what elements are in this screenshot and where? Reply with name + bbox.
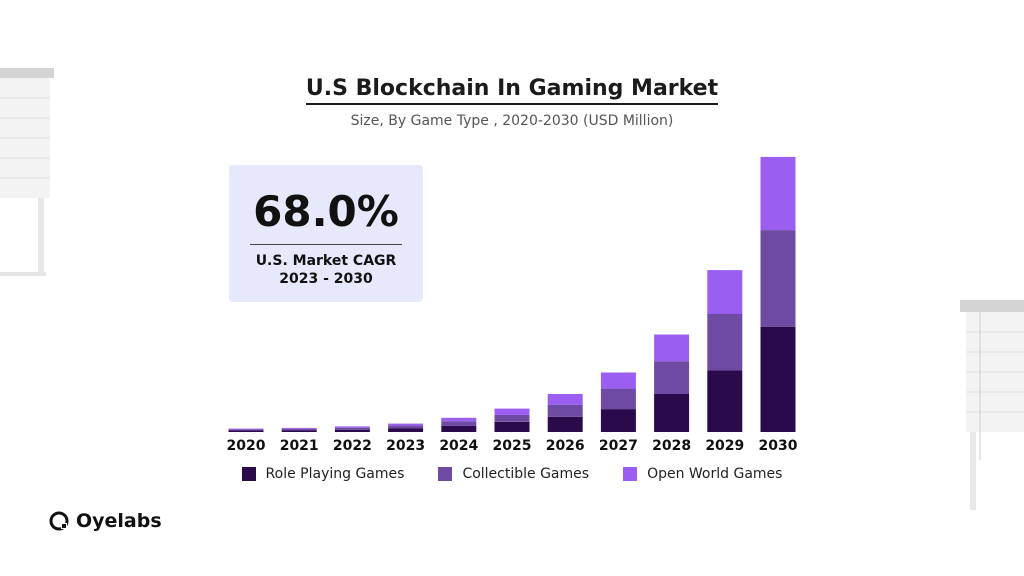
bar-segment-2028-2 <box>654 334 690 362</box>
bar-segment-2027-2 <box>600 372 636 389</box>
x-tick-label-2021: 2021 <box>280 438 319 454</box>
x-tick-label-2026: 2026 <box>546 438 585 454</box>
bar-segment-2027-1 <box>600 388 636 410</box>
brand-logo: Oyelabs <box>48 510 162 532</box>
bar-segment-2023-1 <box>388 425 424 429</box>
bar-segment-2020-1 <box>228 429 264 431</box>
cagr-divider <box>250 244 402 245</box>
bar-segment-2026-0 <box>547 416 583 432</box>
bar-segment-2022-0 <box>334 429 370 432</box>
cagr-value: 68.0% <box>253 187 399 236</box>
bar-segment-2026-2 <box>547 394 583 405</box>
bar-segment-2025-2 <box>494 408 530 415</box>
cagr-label-line2: 2023 - 2030 <box>279 271 373 287</box>
legend-swatch-role-playing <box>241 467 256 481</box>
x-tick-label-2024: 2024 <box>439 438 478 454</box>
chart-legend: Role Playing Games Collectible Games Ope… <box>0 466 1024 482</box>
bar-segment-2030-2 <box>760 156 796 231</box>
legend-label-open-world: Open World Games <box>647 466 783 482</box>
bar-segment-2028-0 <box>654 394 690 432</box>
chart-title: U.S Blockchain In Gaming Market <box>0 76 1024 105</box>
chart-subtitle: Size, By Game Type , 2020-2030 (USD Mill… <box>350 113 674 129</box>
brand-name: Oyelabs <box>76 510 162 532</box>
bar-segment-2029-1 <box>707 314 743 371</box>
window-blind-decoration-right <box>960 300 1024 510</box>
bar-segment-2022-1 <box>334 427 370 430</box>
legend-label-role-playing: Role Playing Games <box>265 466 405 482</box>
x-tick-label-2027: 2027 <box>599 438 638 454</box>
bar-segment-2024-0 <box>441 425 477 432</box>
bar-segment-2025-0 <box>494 421 530 432</box>
bar-segment-2027-0 <box>600 409 636 432</box>
legend-swatch-open-world <box>623 467 638 481</box>
legend-item-collectible: Collectible Games <box>438 466 589 482</box>
bar-segment-2030-0 <box>760 326 796 432</box>
oyelabs-logo-icon <box>49 511 69 531</box>
x-tick-label-2020: 2020 <box>227 438 266 454</box>
bar-segment-2026-1 <box>547 404 583 417</box>
bar-segment-2020-2 <box>228 428 264 430</box>
legend-swatch-collectible <box>438 467 453 481</box>
bar-segment-2028-1 <box>654 361 690 394</box>
bar-segment-2021-1 <box>281 428 317 431</box>
x-tick-label-2030: 2030 <box>759 438 798 454</box>
bar-segment-2029-0 <box>707 370 743 432</box>
window-blind-decoration-left <box>0 68 54 276</box>
bar-segment-2022-2 <box>334 426 370 428</box>
bar-segment-2021-2 <box>281 427 317 429</box>
bar-segment-2024-1 <box>441 421 477 426</box>
bar-segment-2020-0 <box>228 430 264 432</box>
x-tick-label-2029: 2029 <box>705 438 744 454</box>
x-tick-label-2023: 2023 <box>386 438 425 454</box>
bar-segment-2030-1 <box>760 230 796 327</box>
bar-segment-2024-2 <box>441 417 477 422</box>
cagr-callout: 68.0% U.S. Market CAGR 2023 - 2030 <box>229 165 423 302</box>
bar-segment-2021-0 <box>281 430 317 432</box>
x-tick-label-2028: 2028 <box>652 438 691 454</box>
bar-segment-2023-0 <box>388 428 424 432</box>
legend-label-collectible: Collectible Games <box>462 466 590 482</box>
bar-segment-2029-2 <box>707 270 743 314</box>
cagr-label-line1: U.S. Market CAGR <box>255 253 397 269</box>
legend-item-open-world: Open World Games <box>623 466 782 482</box>
x-tick-label-2025: 2025 <box>493 438 532 454</box>
bar-segment-2023-2 <box>388 423 424 426</box>
legend-item-role-playing: Role Playing Games <box>241 466 405 482</box>
x-tick-label-2022: 2022 <box>333 438 372 454</box>
bar-segment-2025-1 <box>494 414 530 422</box>
cagr-label: U.S. Market CAGR 2023 - 2030 <box>229 252 423 288</box>
